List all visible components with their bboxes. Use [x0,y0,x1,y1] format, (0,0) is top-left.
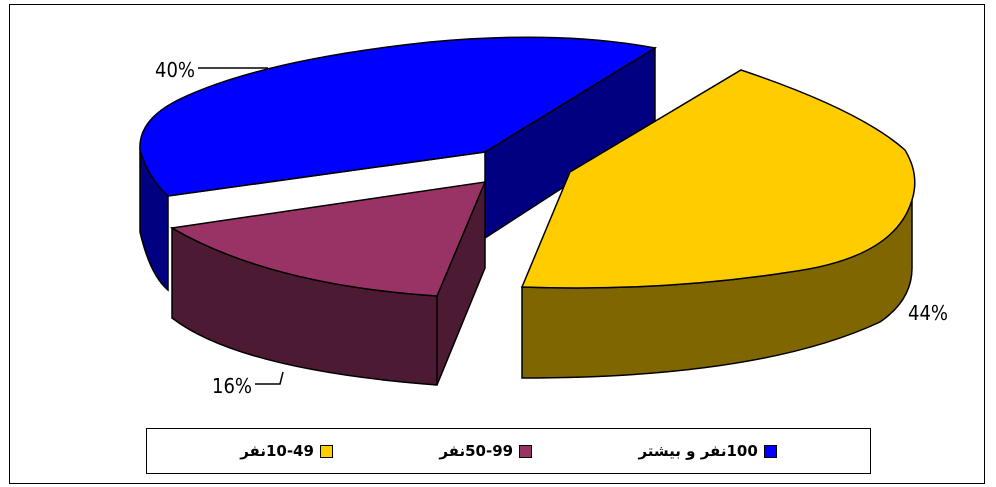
legend-label-50-99: 50-99نفر [439,442,514,460]
pie-slice-10-49-top [520,69,916,289]
pie-slice-10-49 [520,69,916,379]
legend-label-100-plus: 100نفر و بیشتر [638,442,758,460]
legend-label-10-49: 10-49نفر [240,442,314,460]
data-label-40: 40% [155,58,195,82]
legend-swatch-50-99 [519,444,533,458]
pie-slice-50-99-top [169,181,487,297]
data-label-44: 44% [908,301,948,325]
legend-item-10-49: 10-49نفر [240,442,333,460]
pie-slice-50-99 [169,181,487,386]
legend-item-100-plus: 100نفر و بیشتر [638,442,777,460]
legend-swatch-100-plus [763,444,777,458]
legend-item-50-99: 50-99نفر [439,442,533,460]
legend-swatch-10-49 [319,444,333,458]
legend: 100نفر و بیشتر 50-99نفر 10-49نفر [146,428,871,474]
data-label-16: 16% [212,374,252,398]
leader-line-16 [255,371,284,385]
pie-slice-100-plus-top [139,36,658,197]
